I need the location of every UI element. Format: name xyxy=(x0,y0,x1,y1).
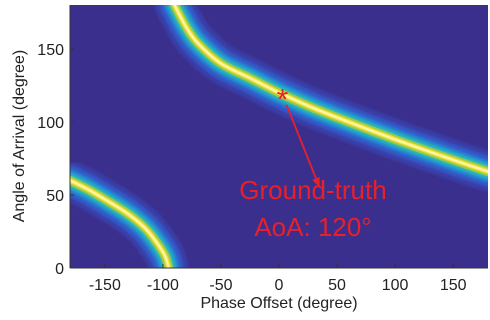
annotation-label-line-1: Ground-truth xyxy=(239,175,386,205)
ridge-layer xyxy=(70,5,488,268)
y-axis: 0 50 100 150 xyxy=(37,5,74,278)
x-axis-label: Phase Offset (degree) xyxy=(200,295,357,312)
annotation-arrow-line xyxy=(285,104,321,188)
annotation-arrow-head xyxy=(312,176,320,188)
ground-truth-marker: * xyxy=(277,84,289,117)
y-tick-label: 50 xyxy=(46,188,64,205)
x-tick-label: -100 xyxy=(147,277,179,294)
y-tick-label: 0 xyxy=(55,261,64,278)
ridge-1-band-7 xyxy=(173,5,488,173)
x-tick-label: 0 xyxy=(275,277,284,294)
y-tick-label: 150 xyxy=(37,42,64,59)
y-tick-label: 100 xyxy=(37,115,64,132)
x-tick-label: -50 xyxy=(209,277,232,294)
ground-truth-annotation: * Ground-truth AoA: 120° xyxy=(239,84,386,242)
y-axis-label: Angle of Arrival (degree) xyxy=(11,50,28,223)
x-tick-label: 150 xyxy=(440,277,467,294)
ridge-2-band-7 xyxy=(70,179,170,268)
x-tick-label: 100 xyxy=(382,277,409,294)
annotation-label-line-2: AoA: 120° xyxy=(254,212,371,242)
x-axis: -150 -100 -50 0 50 100 150 xyxy=(70,264,488,294)
x-tick-label: 50 xyxy=(328,277,346,294)
x-tick-label: -150 xyxy=(89,277,121,294)
